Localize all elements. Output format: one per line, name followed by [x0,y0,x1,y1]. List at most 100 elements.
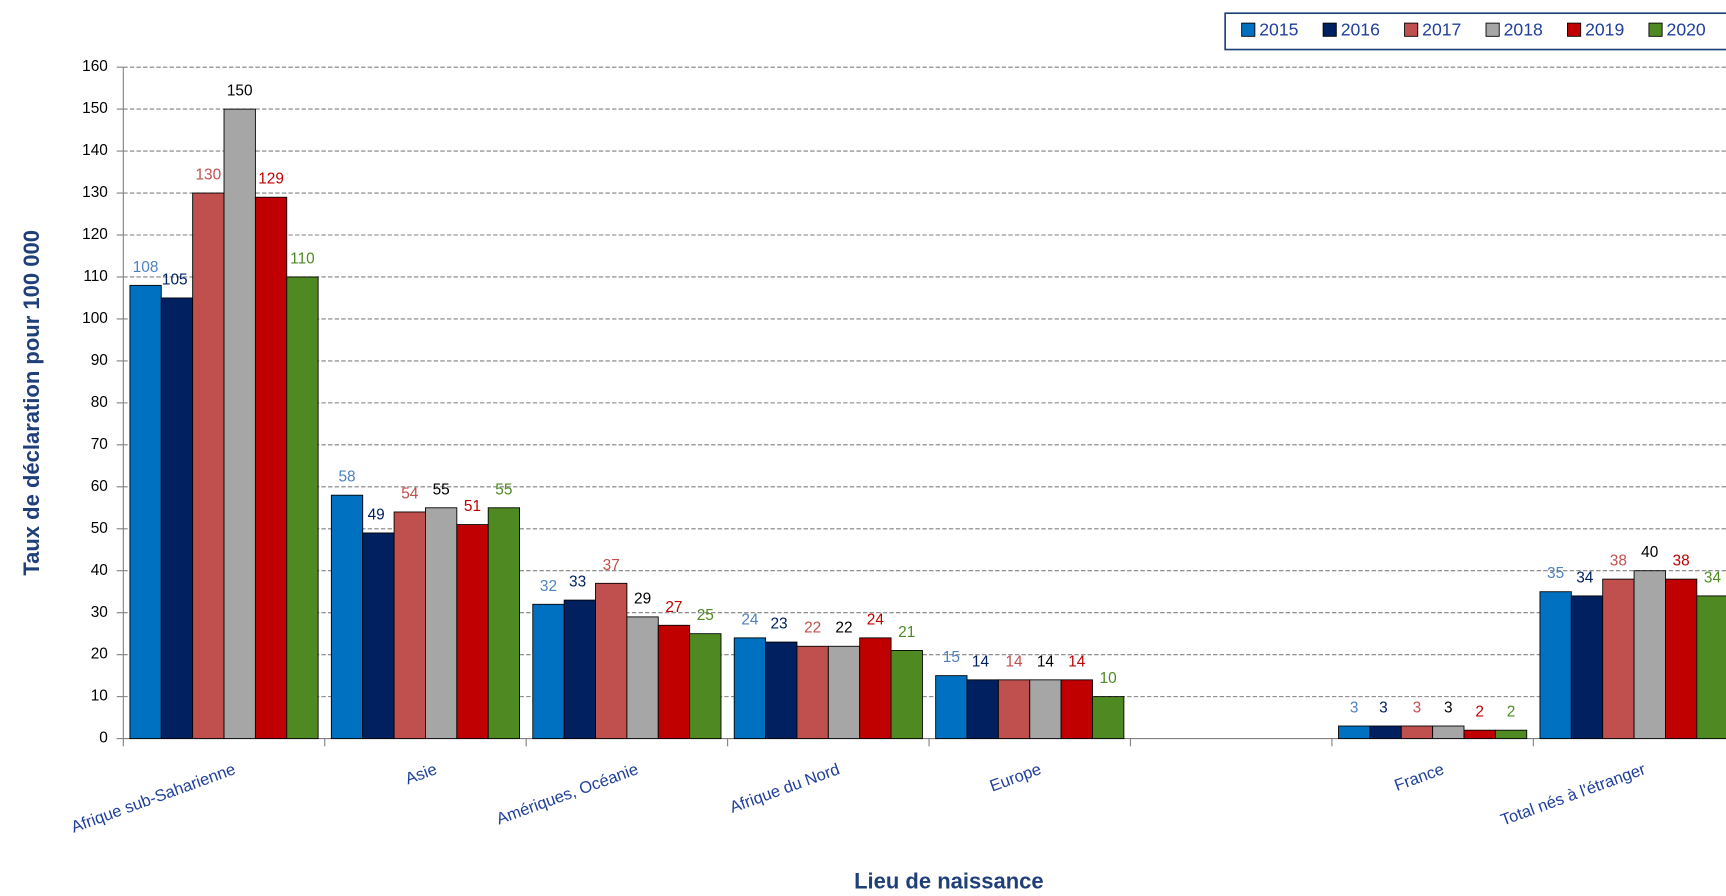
data-label: 22 [804,620,821,637]
data-label: 129 [258,171,284,188]
y-tick-label: 90 [91,352,108,369]
bar [456,524,489,740]
data-label: 2 [1475,704,1484,721]
bar [859,637,892,740]
bar [733,637,767,740]
data-label: 21 [898,624,915,641]
data-label: 3 [1379,699,1388,716]
data-label: 34 [1576,569,1594,586]
x-tick-label: Europe [987,760,1043,795]
y-tick-label: 130 [82,184,108,201]
legend-label: 2015 [1259,19,1298,39]
data-label: 29 [634,590,651,607]
bar [1696,595,1726,740]
legend-swatch [1567,22,1582,37]
data-label: 14 [1006,653,1024,670]
data-label: 27 [665,599,682,616]
bar [796,645,829,740]
data-label: 14 [1037,653,1055,670]
data-label: 130 [195,167,221,184]
y-tick-label: 60 [91,478,108,495]
y-tick-label: 70 [91,436,108,453]
bar [1664,578,1698,740]
bar [192,192,225,740]
bar [1432,725,1465,740]
y-tick-label: 150 [82,100,108,117]
y-tick-label: 110 [83,268,108,285]
x-tick-label: Amériques, Océanie [494,760,641,828]
bar [626,616,659,740]
x-tick-label: Afrique sub-Saharienne [69,760,238,836]
data-label: 10 [1100,670,1117,687]
legend-swatch [1648,22,1663,37]
y-tick-label: 50 [91,520,108,537]
bar [1060,679,1093,740]
data-label: 58 [338,469,355,486]
bar [254,196,288,740]
data-label: 14 [972,653,990,670]
y-tick-label: 0 [99,730,108,747]
legend: 2015 2016 2017 2018 2019 2020 [1224,12,1726,51]
data-label: 34 [1704,569,1722,586]
bar [1539,591,1572,740]
bar [362,532,395,740]
y-tick-label: 10 [91,688,108,705]
data-label: 37 [603,557,620,574]
bar [393,511,426,740]
data-label: 25 [697,607,714,624]
bar [1633,570,1666,740]
y-tick-label: 30 [91,604,108,621]
bar [1029,679,1062,740]
data-label: 108 [133,259,159,276]
data-label: 14 [1068,653,1086,670]
bar [935,675,968,740]
legend-swatch [1404,22,1419,37]
data-label: 150 [227,83,253,100]
bar [1570,595,1604,740]
legend-swatch [1241,22,1256,37]
data-label: 40 [1641,544,1658,561]
legend-label: 2020 [1667,19,1706,39]
bar [286,276,319,740]
data-label: 33 [569,574,586,591]
bar [160,297,194,740]
x-tick-label: Afrique du Nord [727,760,842,816]
data-label: 55 [495,481,512,498]
data-label: 105 [162,271,188,288]
bar [595,582,628,740]
data-label: 24 [741,611,759,628]
legend-label: 2016 [1341,19,1380,39]
data-label: 38 [1610,553,1627,570]
data-label: 35 [1547,565,1564,582]
bar [997,679,1031,740]
data-label: 32 [540,578,557,595]
data-label: 3 [1444,699,1453,716]
bar [330,494,364,740]
data-label: 55 [433,481,450,498]
data-label: 3 [1350,699,1359,716]
bar [1602,578,1635,740]
x-axis-label: Lieu de naissance [854,869,1044,894]
bar [689,633,722,740]
x-tick-label: Asie [403,760,439,788]
bar [563,599,596,740]
data-label: 51 [464,498,481,515]
bar [532,603,565,740]
data-label: 3 [1413,699,1422,716]
data-label: 23 [770,616,787,633]
data-label: 2 [1507,704,1516,721]
bar [1400,725,1434,740]
y-tick-label: 160 [82,58,108,75]
y-tick-label: 140 [82,142,108,159]
bar [765,641,798,740]
bar [1092,696,1125,740]
legend-swatch [1485,22,1500,37]
y-tick-label: 20 [91,646,108,663]
y-tick-label: 80 [91,394,108,411]
x-tick-label: France [1392,760,1446,794]
y-tick-label: 120 [82,226,108,243]
bar [966,679,999,740]
legend-label: 2018 [1504,19,1543,39]
bar [1338,725,1371,740]
y-tick-label: 40 [91,562,108,579]
